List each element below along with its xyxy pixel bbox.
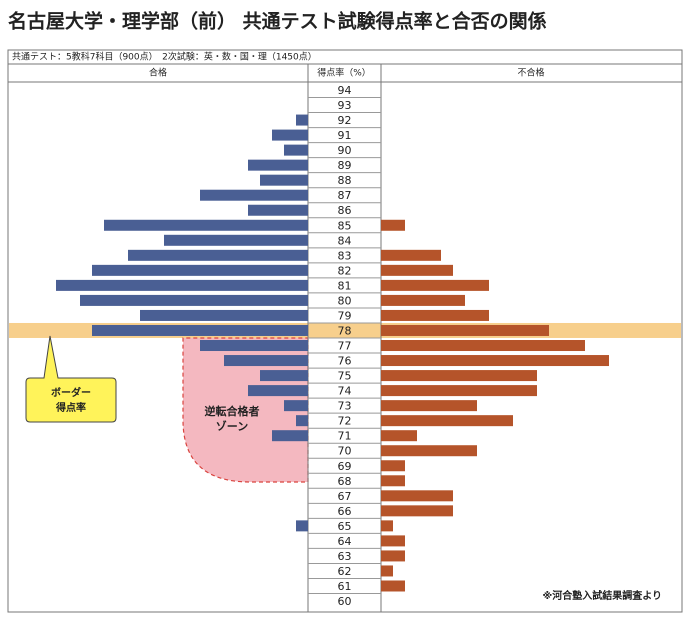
callout-label: ボーダー bbox=[51, 386, 91, 399]
bar-pass bbox=[128, 249, 308, 261]
category-label: 78 bbox=[338, 324, 352, 337]
subtitle: 共通テスト：5教科7科目（900点） 2次試験：英・数・国・理（1450点） bbox=[12, 51, 317, 63]
bar-pass bbox=[164, 234, 308, 246]
category-label: 87 bbox=[338, 189, 352, 202]
category-label: 61 bbox=[338, 580, 352, 593]
category-label: 91 bbox=[338, 129, 352, 142]
bar-fail bbox=[381, 355, 609, 367]
category-label: 73 bbox=[338, 400, 352, 413]
category-label: 72 bbox=[338, 415, 352, 428]
bar-pass bbox=[260, 174, 308, 186]
category-label: 84 bbox=[338, 234, 352, 247]
bar-fail bbox=[381, 460, 405, 472]
bar-fail bbox=[381, 385, 537, 397]
bar-fail bbox=[381, 475, 405, 487]
category-label: 70 bbox=[338, 445, 352, 458]
bar-pass bbox=[200, 189, 308, 201]
category-label: 76 bbox=[338, 355, 352, 368]
bar-fail bbox=[381, 249, 441, 261]
bar-pass bbox=[284, 144, 308, 156]
category-label: 75 bbox=[338, 370, 352, 383]
bar-pass bbox=[92, 264, 308, 276]
bar-pass bbox=[296, 415, 308, 427]
bar-pass bbox=[248, 204, 308, 216]
bar-fail bbox=[381, 520, 393, 532]
category-label: 85 bbox=[338, 219, 352, 232]
bar-pass bbox=[296, 114, 308, 126]
category-label: 82 bbox=[338, 264, 352, 277]
category-label: 60 bbox=[338, 595, 352, 608]
category-header: 得点率（%） bbox=[317, 67, 371, 79]
category-label: 77 bbox=[338, 340, 352, 353]
zone-label: ゾーン bbox=[216, 419, 248, 433]
category-label: 88 bbox=[338, 174, 352, 187]
category-label: 81 bbox=[338, 279, 352, 292]
bar-fail bbox=[381, 279, 489, 291]
bar-fail bbox=[381, 370, 537, 382]
category-label: 80 bbox=[338, 294, 352, 307]
bar-pass bbox=[260, 370, 308, 382]
category-label: 67 bbox=[338, 490, 352, 503]
bar-pass bbox=[200, 340, 308, 352]
category-label: 64 bbox=[338, 535, 352, 548]
category-label: 68 bbox=[338, 475, 352, 488]
bar-pass bbox=[104, 219, 308, 231]
bar-fail bbox=[381, 294, 465, 306]
bar-pass bbox=[284, 400, 308, 412]
category-label: 94 bbox=[338, 84, 352, 97]
category-label: 79 bbox=[338, 309, 352, 322]
category-label: 65 bbox=[338, 520, 352, 533]
zone-label: 逆転合格者 bbox=[205, 404, 260, 418]
category-label: 71 bbox=[338, 430, 352, 443]
category-label: 66 bbox=[338, 505, 352, 518]
category-label: 83 bbox=[338, 249, 352, 262]
legend-pass: 合格 bbox=[149, 67, 167, 79]
bar-fail bbox=[381, 415, 513, 427]
bar-pass bbox=[140, 309, 308, 321]
category-label: 62 bbox=[338, 565, 352, 578]
bar-fail bbox=[381, 550, 405, 562]
bar-pass bbox=[272, 430, 308, 442]
category-label: 69 bbox=[338, 460, 352, 473]
bar-fail bbox=[381, 340, 585, 352]
callout bbox=[25, 335, 117, 423]
category-label: 86 bbox=[338, 204, 352, 217]
category-label: 89 bbox=[338, 159, 352, 172]
bar-fail bbox=[381, 309, 489, 321]
bar-pass bbox=[224, 355, 308, 367]
bar-fail bbox=[381, 535, 405, 547]
category-label: 93 bbox=[338, 99, 352, 112]
bar-fail bbox=[381, 445, 477, 457]
category-label: 74 bbox=[338, 385, 352, 398]
bar-pass bbox=[248, 159, 308, 171]
legend-fail: 不合格 bbox=[517, 67, 544, 79]
category-label: 90 bbox=[338, 144, 352, 157]
bar-pass bbox=[248, 385, 308, 397]
bar-fail bbox=[381, 430, 417, 442]
category-label: 63 bbox=[338, 550, 352, 563]
bar-pass bbox=[272, 129, 308, 141]
chart-title: 名古屋大学・理学部（前） 共通テスト試験得点率と合否の関係 bbox=[8, 10, 547, 33]
source-note: ※河合塾入試結果調査より bbox=[542, 589, 662, 602]
bar-fail bbox=[381, 490, 453, 502]
bar-pass bbox=[296, 520, 308, 532]
category-label: 92 bbox=[338, 114, 352, 127]
bar-pass bbox=[92, 324, 308, 336]
callout-label: 得点率 bbox=[55, 401, 86, 414]
bar-pass bbox=[56, 279, 308, 291]
bar-fail bbox=[381, 565, 393, 577]
bar-fail bbox=[381, 264, 453, 276]
bar-fail bbox=[381, 505, 453, 517]
bar-fail bbox=[381, 219, 405, 231]
bar-pass bbox=[80, 294, 308, 306]
frame bbox=[7, 49, 683, 613]
bar-fail bbox=[381, 580, 405, 592]
bar-fail bbox=[381, 324, 549, 336]
bar-fail bbox=[381, 400, 477, 412]
